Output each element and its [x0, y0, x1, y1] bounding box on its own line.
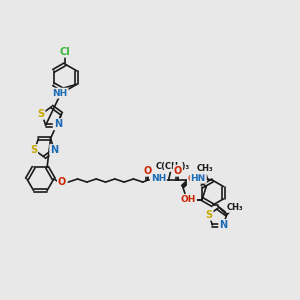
- Text: N: N: [54, 119, 62, 129]
- Text: O: O: [188, 174, 196, 184]
- Text: O: O: [58, 177, 66, 187]
- Text: S: S: [30, 145, 37, 155]
- Text: S: S: [206, 210, 213, 220]
- Text: Cl: Cl: [60, 47, 70, 57]
- Text: NH: NH: [52, 88, 68, 98]
- Text: NH: NH: [151, 175, 166, 184]
- Text: C(CH₃)₃: C(CH₃)₃: [156, 162, 190, 171]
- Text: O: O: [144, 166, 152, 176]
- Text: N: N: [50, 145, 59, 155]
- Text: OH: OH: [181, 195, 196, 204]
- Text: N: N: [219, 220, 227, 230]
- Text: CH₃: CH₃: [197, 164, 214, 173]
- Text: S: S: [37, 109, 44, 119]
- Text: O: O: [174, 166, 182, 176]
- Text: HN: HN: [190, 174, 206, 183]
- Text: CH₃: CH₃: [227, 203, 243, 212]
